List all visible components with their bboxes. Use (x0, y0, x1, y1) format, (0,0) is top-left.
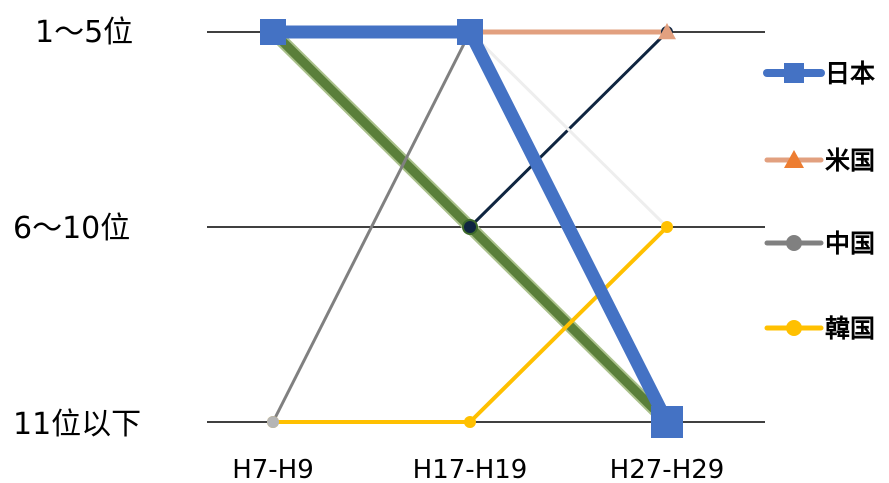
legend-item-usa: 米国 (764, 146, 875, 175)
y-tick-label: 6～10位 (13, 211, 130, 246)
series-japan-marker (651, 406, 683, 438)
series-markers (260, 19, 683, 438)
gridlines (207, 31, 765, 423)
x-axis-labels: H7-H9 H17-H19 H27-H29 (232, 455, 724, 483)
x-tick-label: H7-H9 (232, 455, 314, 483)
series-japan-marker (260, 19, 286, 45)
legend-swatch-marker (784, 63, 804, 83)
series-china-marker (267, 416, 279, 428)
legend-label: 中国 (825, 229, 875, 258)
series-korea-line (273, 225, 669, 424)
series-japan-marker (457, 19, 483, 45)
legend-item-japan: 日本 (763, 59, 875, 88)
y-tick-label: 1～5位 (35, 15, 133, 50)
series-korea-marker (661, 221, 673, 233)
series-unlabeled-2-line (468, 30, 669, 229)
series-china-line (271, 31, 472, 423)
legend-item-korea: 韓国 (764, 314, 875, 343)
legend-swatch-marker (786, 320, 802, 336)
y-tick-label: 11位以下 (13, 407, 141, 442)
series-usa-marker (658, 23, 676, 40)
series-unlabeled-1-marker (464, 221, 476, 233)
x-tick-label: H27-H29 (610, 455, 725, 483)
series-korea-marker (464, 416, 476, 428)
legend-item-china: 中国 (764, 229, 875, 258)
y-axis-labels: 1～5位 6～10位 11位以下 (13, 15, 141, 442)
legend-swatch-marker (784, 150, 804, 168)
legend-label: 韓国 (825, 314, 875, 343)
legend-swatch-marker (786, 235, 802, 251)
x-tick-label: H17-H19 (413, 455, 528, 483)
legend-label: 米国 (825, 146, 875, 175)
legend-label: 日本 (825, 59, 875, 88)
